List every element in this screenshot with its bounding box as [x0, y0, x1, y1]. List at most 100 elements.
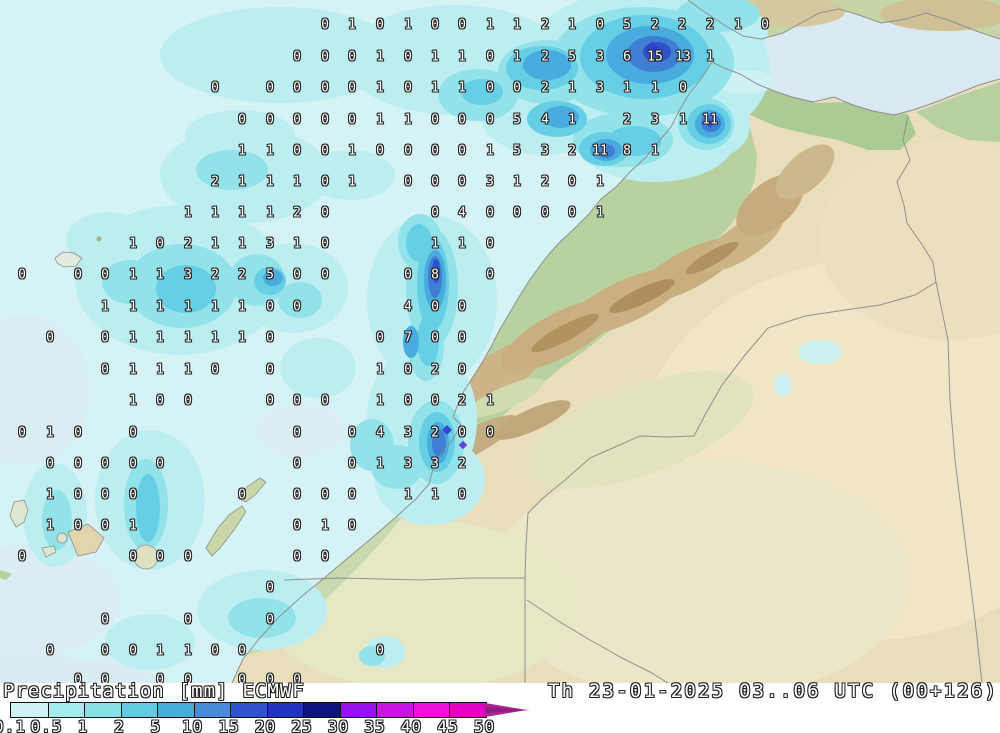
grid-number: 0 [486, 80, 494, 96]
grid-number: 0 [458, 112, 466, 128]
scale-segment [230, 703, 267, 717]
grid-number: 3 [651, 112, 659, 128]
grid-number: 0 [184, 549, 192, 565]
grid-number: 1 [651, 80, 659, 96]
legend-title: Precipitation [3, 680, 165, 702]
grid-number: 0 [458, 299, 466, 315]
grid-number: 1 [184, 299, 192, 315]
island-lanzarote [237, 477, 267, 503]
grid-number: 0 [486, 205, 494, 221]
islet-southwest [0, 570, 12, 580]
scale-overflow-arrow [485, 703, 530, 717]
grid-number: 4 [458, 205, 466, 221]
scale-tick-label: 35 [364, 717, 386, 733]
scale-segment [11, 703, 48, 717]
grid-number: 3 [184, 267, 192, 283]
scale-tick-label: 45 [437, 717, 459, 733]
grid-number: 0 [101, 362, 109, 378]
grid-number: 8 [431, 267, 439, 283]
grid-number: 0 [431, 143, 439, 159]
grid-number: 0 [46, 330, 54, 346]
grid-number: 0 [18, 267, 26, 283]
grid-number: 1 [376, 80, 384, 96]
spain-terrain [880, 0, 1000, 31]
grid-number: 1 [321, 518, 329, 534]
grid-number: 1 [238, 299, 246, 315]
grid-number: 1 [129, 362, 137, 378]
grid-number: 0 [129, 487, 137, 503]
grid-number: 1 [568, 112, 576, 128]
grid-number: 0 [184, 393, 192, 409]
grid-number: 0 [293, 112, 301, 128]
grid-number: 0 [376, 643, 384, 659]
grid-number: 3 [486, 174, 494, 190]
grid-number: 1 [266, 205, 274, 221]
scale-segment [376, 703, 413, 717]
grid-number: 3 [431, 456, 439, 472]
grid-number: 0 [293, 49, 301, 65]
grid-number: 1 [156, 643, 164, 659]
grid-number: 0 [293, 487, 301, 503]
grid-number: 0 [431, 174, 439, 190]
grid-number: 1 [348, 17, 356, 33]
island-porto-santo [96, 236, 102, 242]
grid-number: 1 [156, 330, 164, 346]
grid-number: 11 [702, 112, 718, 128]
grid-number: 0 [74, 267, 82, 283]
grid-number: 0 [293, 518, 301, 534]
grid-number: 1 [376, 362, 384, 378]
grid-number: 0 [74, 487, 82, 503]
grid-number: 0 [211, 362, 219, 378]
grid-number: 0 [404, 267, 412, 283]
scale-segment [303, 703, 340, 717]
grid-number: 2 [211, 174, 219, 190]
border-wsahara [283, 577, 669, 683]
grid-number: 1 [458, 49, 466, 65]
grid-number: 1 [623, 80, 631, 96]
islands [0, 236, 267, 580]
grid-number: 0 [486, 112, 494, 128]
grid-number: 0 [513, 205, 521, 221]
border-morocco-algeria [524, 115, 937, 579]
grid-number: 0 [321, 487, 329, 503]
grid-number: 1 [348, 174, 356, 190]
grid-number: 1 [46, 487, 54, 503]
legend-bar: Precipitation [mm] ECMWF Th 23-01-2025 03.… [0, 680, 1000, 733]
grid-number: 0 [266, 612, 274, 628]
legend-unit: [mm] [178, 680, 229, 702]
grid-number: 0 [348, 487, 356, 503]
grid-number: 0 [238, 643, 246, 659]
grid-number: 0 [321, 112, 329, 128]
grid-number: 1 [404, 17, 412, 33]
grid-number: 1 [404, 487, 412, 503]
grid-number: 0 [761, 17, 769, 33]
grid-number: 1 [184, 205, 192, 221]
grid-number: 1 [431, 80, 439, 96]
grid-number: 0 [568, 205, 576, 221]
grid-number: 1 [266, 174, 274, 190]
grid-number: 1 [596, 174, 604, 190]
grid-number: 0 [293, 672, 301, 684]
island-madeira [54, 251, 83, 268]
grid-number: 1 [184, 330, 192, 346]
grid-number: 0 [293, 456, 301, 472]
grid-number: 1 [431, 49, 439, 65]
grid-number: 0 [293, 425, 301, 441]
scale-segment [266, 703, 303, 717]
grid-number: 1 [184, 362, 192, 378]
coastlines-borders [231, 0, 1000, 683]
grid-number: 0 [266, 393, 274, 409]
grid-number: 1 [156, 362, 164, 378]
island-el-hierro [41, 545, 57, 558]
grid-number: 1 [211, 205, 219, 221]
scale-tick-label: 10 [181, 717, 204, 733]
grid-number: 1 [568, 80, 576, 96]
grid-number: 0 [293, 80, 301, 96]
grid-number: 0 [458, 362, 466, 378]
grid-number: 0 [376, 17, 384, 33]
grid-number: 0 [129, 425, 137, 441]
scale-tick-label: 2 [114, 717, 125, 733]
grid-number: 0 [513, 80, 521, 96]
grid-number: 0 [266, 362, 274, 378]
grid-number: 1 [129, 236, 137, 252]
